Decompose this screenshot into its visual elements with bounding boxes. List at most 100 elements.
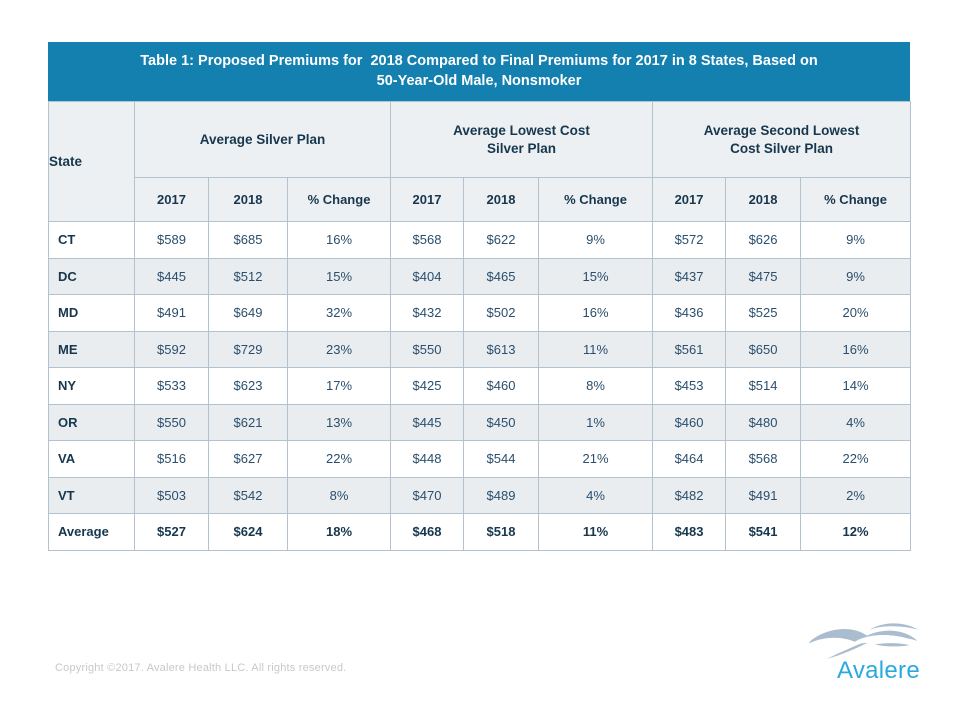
sub-header-pct-changechange: % Change [800, 177, 912, 222]
value-cell-md-1: $649 [208, 294, 288, 332]
value-cell-md-6: $436 [652, 294, 727, 332]
state-cell-ct: CT [48, 221, 135, 259]
value-cell-md-5: 16% [538, 294, 654, 332]
value-cell-me-8: 16% [800, 330, 912, 368]
value-cell-ct-0: $589 [134, 221, 209, 259]
value-cell-dc-5: 15% [538, 257, 654, 295]
value-cell-md-2: 32% [286, 294, 392, 332]
sub-header-2017: 2017 [390, 177, 465, 222]
value-cell-va-1: $627 [208, 440, 288, 478]
value-cell-me-1: $729 [208, 330, 288, 368]
value-cell-md-8: 20% [800, 294, 912, 332]
sub-header-2018: 2018 [463, 177, 540, 222]
value-cell-or-2: 13% [286, 403, 392, 441]
table-row-dc: DC $445 $512 15% $404 $465 15% $437 $475 9% [48, 257, 912, 295]
value-cell-va-8: 22% [800, 440, 912, 478]
value-cell-md-4: $502 [463, 294, 540, 332]
table-row-va: VA $516 $627 22% $448 $544 21% $464 $568 22% [48, 440, 912, 478]
value-cell-average-4: $518 [463, 513, 540, 551]
value-cell-average-2: 18% [286, 513, 392, 551]
value-cell-va-5: 21% [538, 440, 654, 478]
header-sub-row: 2017 2018% Change 2017 2018% Change 2017 2018… [49, 177, 912, 222]
value-cell-average-7: $541 [725, 513, 802, 551]
value-cell-or-8: 4% [800, 403, 912, 441]
value-cell-or-4: $450 [463, 403, 540, 441]
sub-header-pct-changechange: % Change [538, 177, 654, 222]
value-cell-or-6: $460 [652, 403, 727, 441]
group-header-1: Average Silver Plan [133, 101, 392, 178]
avalere-logo-text: Avalere [836, 657, 920, 684]
value-cell-va-6: $464 [652, 440, 727, 478]
value-cell-or-3: $445 [390, 403, 465, 441]
state-cell-ny: NY [48, 367, 135, 405]
value-cell-or-1: $621 [208, 403, 288, 441]
state-cell-vt: VT [48, 476, 135, 514]
value-cell-dc-8: 9% [800, 257, 912, 295]
table-row-vt: VT $503 $542 8% $470 $489 4% $482 $491 2% [48, 476, 912, 514]
value-cell-dc-6: $437 [652, 257, 727, 295]
value-cell-me-5: 11% [538, 330, 654, 368]
sub-header-2017: 2017 [134, 177, 209, 222]
sub-header-2017: 2017 [652, 177, 727, 222]
table-row-ny: NY $533 $623 17% $425 $460 8% $453 $514 14% [48, 367, 912, 405]
value-cell-me-0: $592 [134, 330, 209, 368]
value-cell-dc-3: $404 [390, 257, 465, 295]
value-cell-ct-2: 16% [286, 221, 392, 259]
value-cell-or-5: 1% [538, 403, 654, 441]
value-cell-vt-2: 8% [286, 476, 392, 514]
value-cell-me-4: $613 [463, 330, 540, 368]
value-cell-ct-6: $572 [652, 221, 727, 259]
value-cell-md-7: $525 [725, 294, 802, 332]
value-cell-ny-5: 8% [538, 367, 654, 405]
state-cell-va: VA [48, 440, 135, 478]
group-header-3: Average Second Lowest Cost Silver Plan [652, 101, 912, 178]
table-row-me: ME $592 $729 23% $550 $613 11% $561 $650 16% [48, 330, 912, 368]
value-cell-vt-5: 4% [538, 476, 654, 514]
table-row-md: MD $491 $649 32% $432 $502 16% $436 $525 20% [48, 294, 912, 332]
state-cell-or: OR [48, 403, 135, 441]
sub-header-2018: 2018 [725, 177, 802, 222]
value-cell-me-3: $550 [390, 330, 465, 368]
value-cell-dc-0: $445 [134, 257, 209, 295]
sub-header-pct-changechange: % Change [286, 177, 392, 222]
table-body: CT $589 $685 16% $568 $622 9% $572 $626 9% DC $445 $… [48, 221, 912, 551]
copyright-text: Copyright ©2017. Avalere Health LLC. All… [55, 662, 347, 674]
value-cell-ny-7: $514 [725, 367, 802, 405]
table-header: State Average Silver Plan Average Lowest C… [48, 101, 912, 222]
premiums-table: State Average Silver Plan Average Lowest C… [48, 101, 912, 551]
state-cell-average: Average [48, 513, 135, 551]
value-cell-vt-8: 2% [800, 476, 912, 514]
value-cell-average-5: 11% [538, 513, 654, 551]
state-cell-md: MD [48, 294, 135, 332]
value-cell-dc-4: $465 [463, 257, 540, 295]
table-row-or: OR $550 $621 13% $445 $450 1% $460 $480 4% [48, 403, 912, 441]
value-cell-average-3: $468 [390, 513, 465, 551]
value-cell-me-6: $561 [652, 330, 727, 368]
value-cell-vt-1: $542 [208, 476, 288, 514]
header-group-row: State Average Silver Plan Average Lowest C… [48, 101, 912, 222]
value-cell-ny-6: $453 [652, 367, 727, 405]
value-cell-ny-0: $533 [134, 367, 209, 405]
value-cell-me-7: $650 [725, 330, 802, 368]
value-cell-ny-3: $425 [390, 367, 465, 405]
sub-header-2018: 2018 [208, 177, 288, 222]
value-cell-va-7: $568 [725, 440, 802, 478]
value-cell-ct-7: $626 [725, 221, 802, 259]
table-row-average: Average $527 $624 18% $468 $518 11% $483 $541 12% [48, 513, 912, 551]
avalere-logo: Avalere [798, 620, 920, 684]
avalere-waves-icon [807, 620, 920, 660]
value-cell-dc-2: 15% [286, 257, 392, 295]
value-cell-ct-5: 9% [538, 221, 654, 259]
value-cell-ny-4: $460 [463, 367, 540, 405]
state-cell-me: ME [48, 330, 135, 368]
value-cell-va-2: 22% [286, 440, 392, 478]
value-cell-average-8: 12% [800, 513, 912, 551]
value-cell-average-6: $483 [652, 513, 727, 551]
value-cell-ct-1: $685 [208, 221, 288, 259]
value-cell-vt-7: $491 [725, 476, 802, 514]
value-cell-ny-8: 14% [800, 367, 912, 405]
value-cell-vt-4: $489 [463, 476, 540, 514]
value-cell-va-3: $448 [390, 440, 465, 478]
value-cell-dc-7: $475 [725, 257, 802, 295]
